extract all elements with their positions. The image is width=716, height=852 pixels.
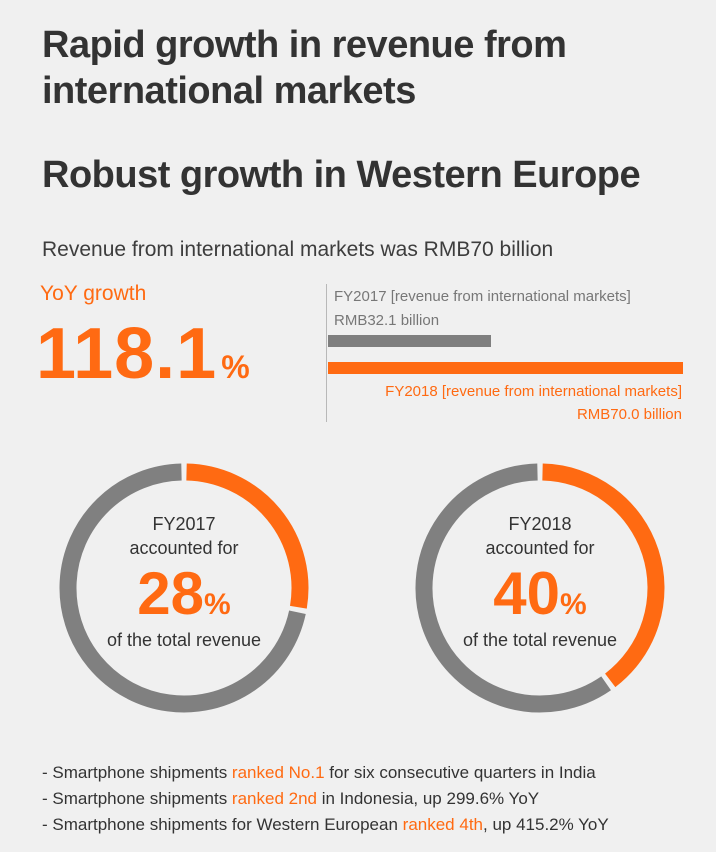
bar-label-fy2017: FY2017 [revenue from international marke… (334, 288, 631, 305)
bar-fy2017 (328, 335, 491, 347)
donut-caption-text-fy2017: accounted for (129, 538, 239, 558)
highlights-list: - Smartphone shipments ranked No.1 for s… (42, 760, 702, 838)
highlight-text: - Smartphone shipments for Western Europ… (42, 815, 403, 834)
bar-value-label-fy2018: RMB70.0 billion (576, 406, 682, 423)
yoy-growth-value: 118.1% (36, 318, 250, 403)
yoy-growth-number: 118.1 (36, 314, 218, 394)
donut-value-unit-fy2017: % (204, 588, 231, 621)
donut-caption-text-fy2018: accounted for (485, 538, 595, 558)
donut-footer-fy2018: of the total revenue (462, 630, 618, 650)
highlight-text: for six consecutive quarters in India (324, 763, 596, 782)
highlight-item-indonesia: - Smartphone shipments ranked 2nd in Ind… (42, 786, 702, 812)
bar-fy2018 (328, 362, 683, 374)
highlight-item-india: - Smartphone shipments ranked No.1 for s… (42, 760, 702, 786)
donut-value-arc-fy2018 (542, 463, 665, 688)
donut-chart-fy2017: FY2017 accounted for 28% of the total re… (56, 460, 312, 716)
donut-caption-year-fy2017: FY2017 (152, 514, 216, 534)
highlight-text: in Indonesia, up 299.6% YoY (317, 789, 540, 808)
yoy-growth-label: YoY growth (40, 282, 147, 305)
donut-svg-fy2018 (415, 463, 665, 713)
donut-rest-arc-fy2018 (415, 463, 611, 713)
donut-value-fy2017: 28% (56, 562, 312, 637)
donut-footer-fy2017: of the total revenue (106, 630, 262, 650)
donut-value-number-fy2017: 28 (137, 560, 205, 627)
yoy-growth-unit: % (221, 349, 250, 385)
highlight-text: - Smartphone shipments (42, 763, 232, 782)
highlight-emphasis: ranked 4th (402, 815, 483, 834)
donut-rest-arc-fy2017 (59, 463, 306, 713)
highlight-emphasis: ranked 2nd (231, 789, 317, 808)
bar-chart-axis (326, 284, 327, 422)
page-subtitle: Robust growth in Western Europe (42, 154, 641, 196)
donut-svg-fy2017 (59, 463, 309, 713)
page-title: Rapid growth in revenue from internation… (42, 24, 567, 112)
highlight-emphasis: ranked No.1 (231, 763, 325, 782)
highlight-text: - Smartphone shipments (42, 789, 232, 808)
donut-chart-fy2018: FY2018 accounted for 40% of the total re… (412, 460, 668, 716)
revenue-headline: Revenue from international markets was R… (42, 238, 554, 261)
donut-value-unit-fy2018: % (560, 588, 587, 621)
bar-value-label-fy2017: RMB32.1 billion (334, 312, 440, 329)
donut-value-fy2018: 40% (412, 562, 668, 637)
donut-value-number-fy2018: 40 (493, 560, 561, 627)
highlight-text: , up 415.2% YoY (483, 815, 609, 834)
highlight-item-western-europe: - Smartphone shipments for Western Europ… (42, 812, 702, 838)
donut-value-arc-fy2017 (186, 463, 309, 609)
bar-label-fy2018: FY2018 [revenue from international marke… (385, 383, 682, 400)
donut-caption-year-fy2018: FY2018 (508, 514, 572, 534)
